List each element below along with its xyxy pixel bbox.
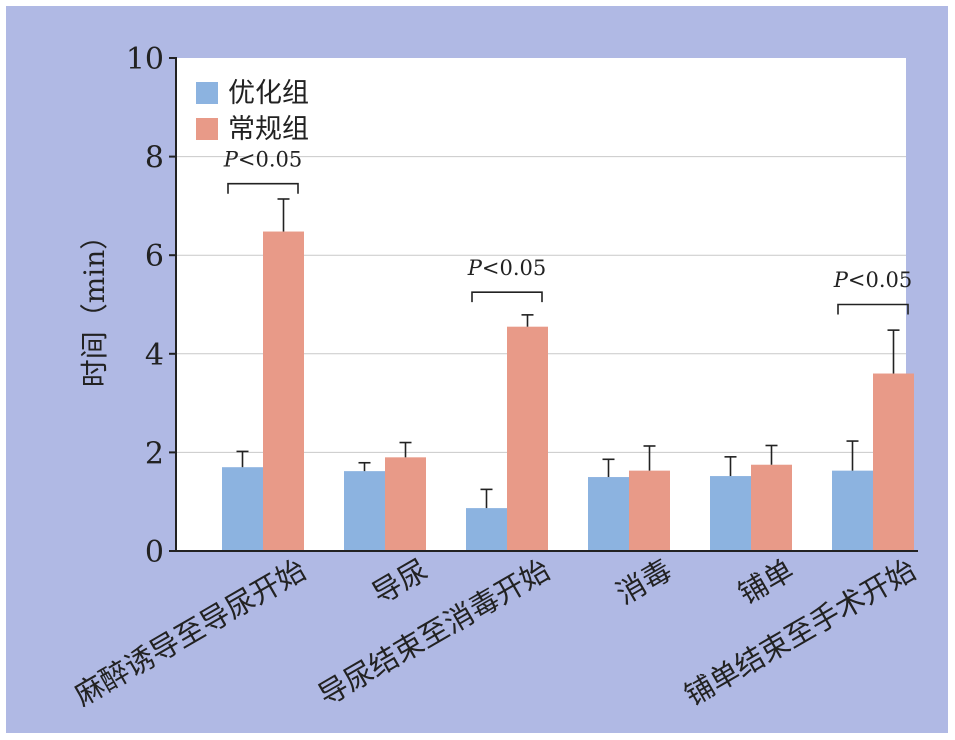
significance-label: P<0.05 bbox=[833, 268, 913, 292]
significance-p: P bbox=[223, 147, 239, 171]
significance-label: P<0.05 bbox=[223, 147, 303, 171]
y-tick-label: 10 bbox=[126, 42, 164, 77]
y-tick-label: 6 bbox=[145, 239, 164, 274]
significance-bracket bbox=[837, 303, 909, 315]
y-tick-label: 4 bbox=[145, 338, 164, 373]
bar bbox=[710, 476, 751, 551]
x-tick-label: 铺单 bbox=[732, 553, 799, 611]
significance-p: P bbox=[467, 256, 483, 280]
bar bbox=[385, 457, 426, 551]
x-tick-label: 消毒 bbox=[610, 553, 677, 611]
y-tick-label: 2 bbox=[145, 436, 164, 471]
bar bbox=[873, 373, 914, 551]
significance-p: P bbox=[833, 268, 849, 292]
figure-frame: 0 2 4 6 8 10 时间（min） 麻醉诱导至导尿开始 导尿 导尿结束至消毒开始 消毒 铺单 铺单… bbox=[6, 6, 948, 733]
significance-threshold: <0.05 bbox=[238, 147, 302, 171]
x-tick-label: 麻醉诱导至导尿开始 bbox=[68, 553, 311, 713]
legend-label: 常规组 bbox=[228, 114, 309, 145]
significance-bracket bbox=[471, 291, 543, 303]
bar bbox=[588, 477, 629, 551]
bar bbox=[507, 326, 548, 551]
y-tick-label: 8 bbox=[145, 141, 164, 176]
significance-threshold: <0.05 bbox=[482, 256, 546, 280]
bar bbox=[629, 470, 670, 551]
bar bbox=[832, 470, 873, 551]
bar bbox=[344, 471, 385, 551]
significance-bracket bbox=[227, 182, 299, 194]
significance-threshold: <0.05 bbox=[848, 268, 912, 292]
legend-swatch bbox=[196, 82, 218, 104]
y-axis-title: 时间（min） bbox=[78, 222, 111, 388]
bar bbox=[263, 231, 304, 551]
legend-swatch bbox=[196, 118, 218, 140]
legend-label: 优化组 bbox=[228, 78, 309, 109]
bar bbox=[751, 464, 792, 551]
y-tick-label: 0 bbox=[145, 535, 164, 570]
bar bbox=[222, 467, 263, 551]
significance-label: P<0.05 bbox=[467, 256, 547, 280]
x-tick-label: 导尿 bbox=[366, 553, 433, 611]
x-tick-label: 导尿结束至消毒开始 bbox=[312, 553, 555, 713]
bar bbox=[466, 508, 507, 551]
x-tick-label: 铺单结束至手术开始 bbox=[678, 553, 921, 713]
